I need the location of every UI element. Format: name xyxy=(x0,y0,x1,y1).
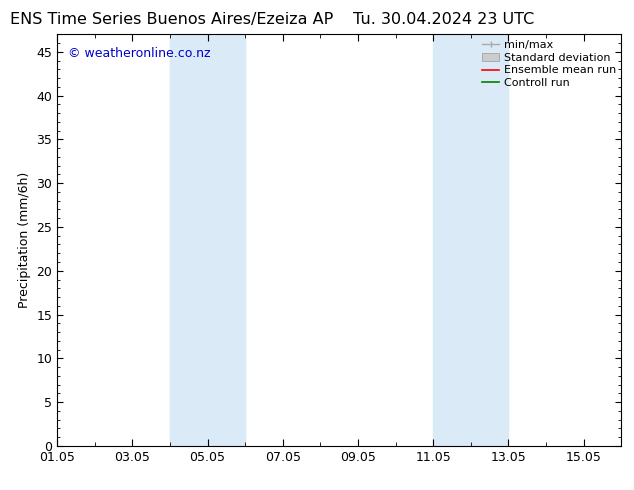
Text: ENS Time Series Buenos Aires/Ezeiza AP: ENS Time Series Buenos Aires/Ezeiza AP xyxy=(10,12,333,27)
Y-axis label: Precipitation (mm/6h): Precipitation (mm/6h) xyxy=(18,172,31,308)
Text: © weatheronline.co.nz: © weatheronline.co.nz xyxy=(68,47,211,60)
Bar xyxy=(170,34,245,446)
Text: Tu. 30.04.2024 23 UTC: Tu. 30.04.2024 23 UTC xyxy=(353,12,534,27)
Legend: min/max, Standard deviation, Ensemble mean run, Controll run: min/max, Standard deviation, Ensemble me… xyxy=(482,40,616,88)
Bar xyxy=(433,34,508,446)
